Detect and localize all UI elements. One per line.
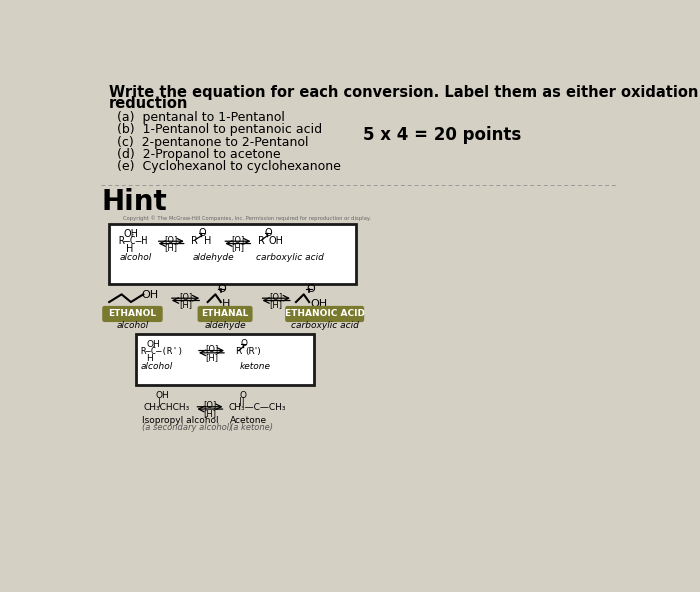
Text: Acetone: Acetone [230,416,267,425]
Text: H: H [204,236,211,246]
Text: [H]: [H] [231,243,244,253]
Text: OH: OH [146,340,160,349]
Text: OH: OH [310,299,327,309]
FancyBboxPatch shape [197,306,253,322]
Text: ETHANOIC ACID: ETHANOIC ACID [285,310,365,318]
Text: ketone: ketone [239,362,270,371]
Text: alcohol: alcohol [140,362,172,371]
Text: R: R [258,236,265,246]
Text: (b)  1-Pentanol to pentanoic acid: (b) 1-Pentanol to pentanoic acid [117,123,322,136]
Text: OH: OH [123,229,138,239]
Text: O: O [241,339,248,348]
Text: [H]: [H] [270,301,283,310]
Text: ETHANOL: ETHANOL [108,310,157,318]
Text: Hint: Hint [102,188,167,216]
Text: [O]: [O] [270,292,283,301]
Text: R—Ċ—(R'): R—Ċ—(R') [140,347,183,356]
FancyBboxPatch shape [102,306,162,322]
Text: OH: OH [155,391,169,400]
Text: CH₃CHCH₃: CH₃CHCH₃ [144,403,190,412]
Text: O: O [264,228,272,238]
Text: (R'): (R') [245,347,260,356]
Text: O: O [218,284,227,294]
Text: O: O [198,228,206,238]
Text: [O]: [O] [203,401,216,410]
Text: Isopropyl alcohol: Isopropyl alcohol [141,416,218,425]
Text: H: H [222,299,230,309]
Text: (c)  2-pentanone to 2-Pentanol: (c) 2-pentanone to 2-Pentanol [117,136,309,149]
Text: ETHANAL: ETHANAL [202,310,248,318]
Text: [O]: [O] [179,292,193,301]
Text: reduction: reduction [109,96,188,111]
Text: alcohol: alcohol [120,253,153,262]
Text: alcohol: alcohol [116,321,148,330]
Text: R: R [234,347,241,356]
Text: Copyright © The McGraw-Hill Companies, Inc. Permission required for reproduction: Copyright © The McGraw-Hill Companies, I… [123,216,371,221]
Text: CH₃—C—CH₃: CH₃—C—CH₃ [228,403,286,412]
Text: [O]: [O] [164,235,178,244]
Text: carboxylic acid: carboxylic acid [290,321,358,330]
Text: 5 x 4 = 20 points: 5 x 4 = 20 points [363,127,521,144]
Text: ||: || [239,397,245,406]
Text: O: O [239,391,246,400]
Text: (d)  2-Propanol to acetone: (d) 2-Propanol to acetone [117,148,281,161]
Text: R—Ċ—H: R—Ċ—H [118,236,148,246]
Text: Write the equation for each conversion. Label them as either oxidation or: Write the equation for each conversion. … [109,85,700,100]
FancyBboxPatch shape [285,306,364,322]
Text: carboxylic acid: carboxylic acid [256,253,323,262]
Text: R: R [191,236,198,246]
Text: [H]: [H] [205,353,218,362]
Text: [H]: [H] [179,301,192,310]
Text: OH: OH [269,236,284,246]
Text: H: H [146,355,153,363]
Text: |: | [158,397,161,407]
Text: (a secondary alcohol): (a secondary alcohol) [141,423,232,432]
Text: OH: OH [141,291,159,301]
Text: (e)  Cyclohexanol to cyclohexanone: (e) Cyclohexanol to cyclohexanone [117,160,341,173]
Text: [H]: [H] [164,243,178,253]
Text: (a)  pentanal to 1-Pentanol: (a) pentanal to 1-Pentanol [117,111,285,124]
Text: [O]: [O] [231,235,244,244]
Text: [O]: [O] [205,345,218,353]
Bar [109,224,356,284]
Text: [H]: [H] [204,409,216,418]
Bar [136,334,314,385]
Text: (a ketone): (a ketone) [230,423,273,432]
Text: aldehyde: aldehyde [193,253,234,262]
Text: H: H [126,243,134,253]
Text: aldehyde: aldehyde [204,321,246,330]
Text: O: O [306,284,315,294]
